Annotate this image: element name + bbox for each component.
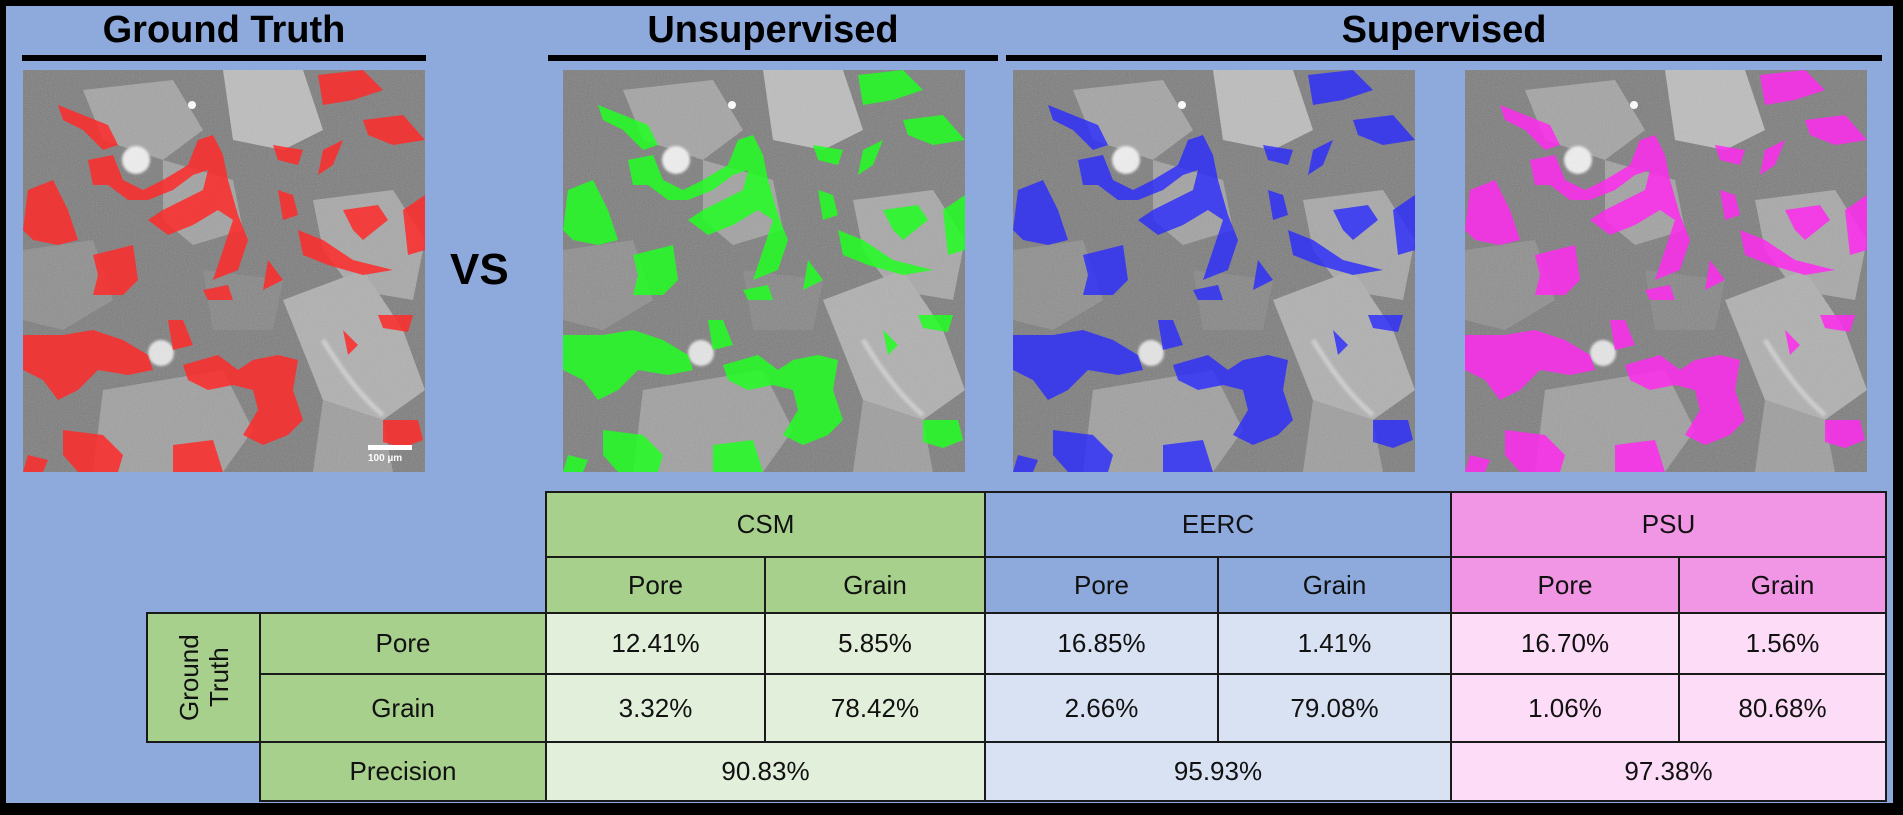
row-group-label-ground-truth: Ground Truth [146,612,261,743]
sub-header-psu-pore: Pore [1450,556,1680,614]
sub-header-eerc-pore: Pore [984,556,1219,614]
cell-psu-pore-pore: 16.70% [1450,612,1680,675]
group-header-csm: CSM [545,491,986,558]
sub-header-csm-grain: Grain [764,556,986,614]
title-unsupervised: Unsupervised [647,9,899,51]
row-label-precision: Precision [259,741,547,802]
cell-eerc-precision: 95.93% [984,741,1452,802]
cell-csm-grain-grain: 78.42% [764,673,986,743]
title-underline-supervised [1006,55,1882,61]
sub-header-eerc-grain: Grain [1217,556,1452,614]
image-supervised-blue [1013,70,1415,472]
title-ground-truth: Ground Truth [102,9,346,51]
row-group-label-text: Ground Truth [173,634,234,721]
cell-csm-grain-pore: 3.32% [545,673,766,743]
cell-psu-precision: 97.38% [1450,741,1887,802]
image-ground-truth [23,70,425,472]
cell-eerc-grain-grain: 79.08% [1217,673,1452,743]
scale-bar [368,445,412,450]
title-underline-unsupervised [548,55,998,61]
cell-psu-pore-grain: 1.56% [1678,612,1887,675]
cell-csm-pore-pore: 12.41% [545,612,766,675]
cell-psu-grain-grain: 80.68% [1678,673,1887,743]
group-header-psu: PSU [1450,491,1887,558]
cell-csm-precision: 90.83% [545,741,986,802]
title-underline-ground-truth [22,55,426,61]
cell-eerc-pore-pore: 16.85% [984,612,1219,675]
group-header-eerc: EERC [984,491,1452,558]
vs-label: VS [450,245,509,294]
title-supervised: Supervised [1341,9,1547,51]
image-supervised-magenta [1465,70,1867,472]
sub-header-csm-pore: Pore [545,556,766,614]
sub-header-psu-grain: Grain [1678,556,1887,614]
cell-csm-pore-grain: 5.85% [764,612,986,675]
cell-eerc-grain-pore: 2.66% [984,673,1219,743]
row-label-grain: Grain [259,673,547,743]
cell-eerc-pore-grain: 1.41% [1217,612,1452,675]
scale-bar-label: 100 µm [368,453,403,464]
image-unsupervised [563,70,965,472]
cell-psu-grain-pore: 1.06% [1450,673,1680,743]
row-label-pore: Pore [259,612,547,675]
